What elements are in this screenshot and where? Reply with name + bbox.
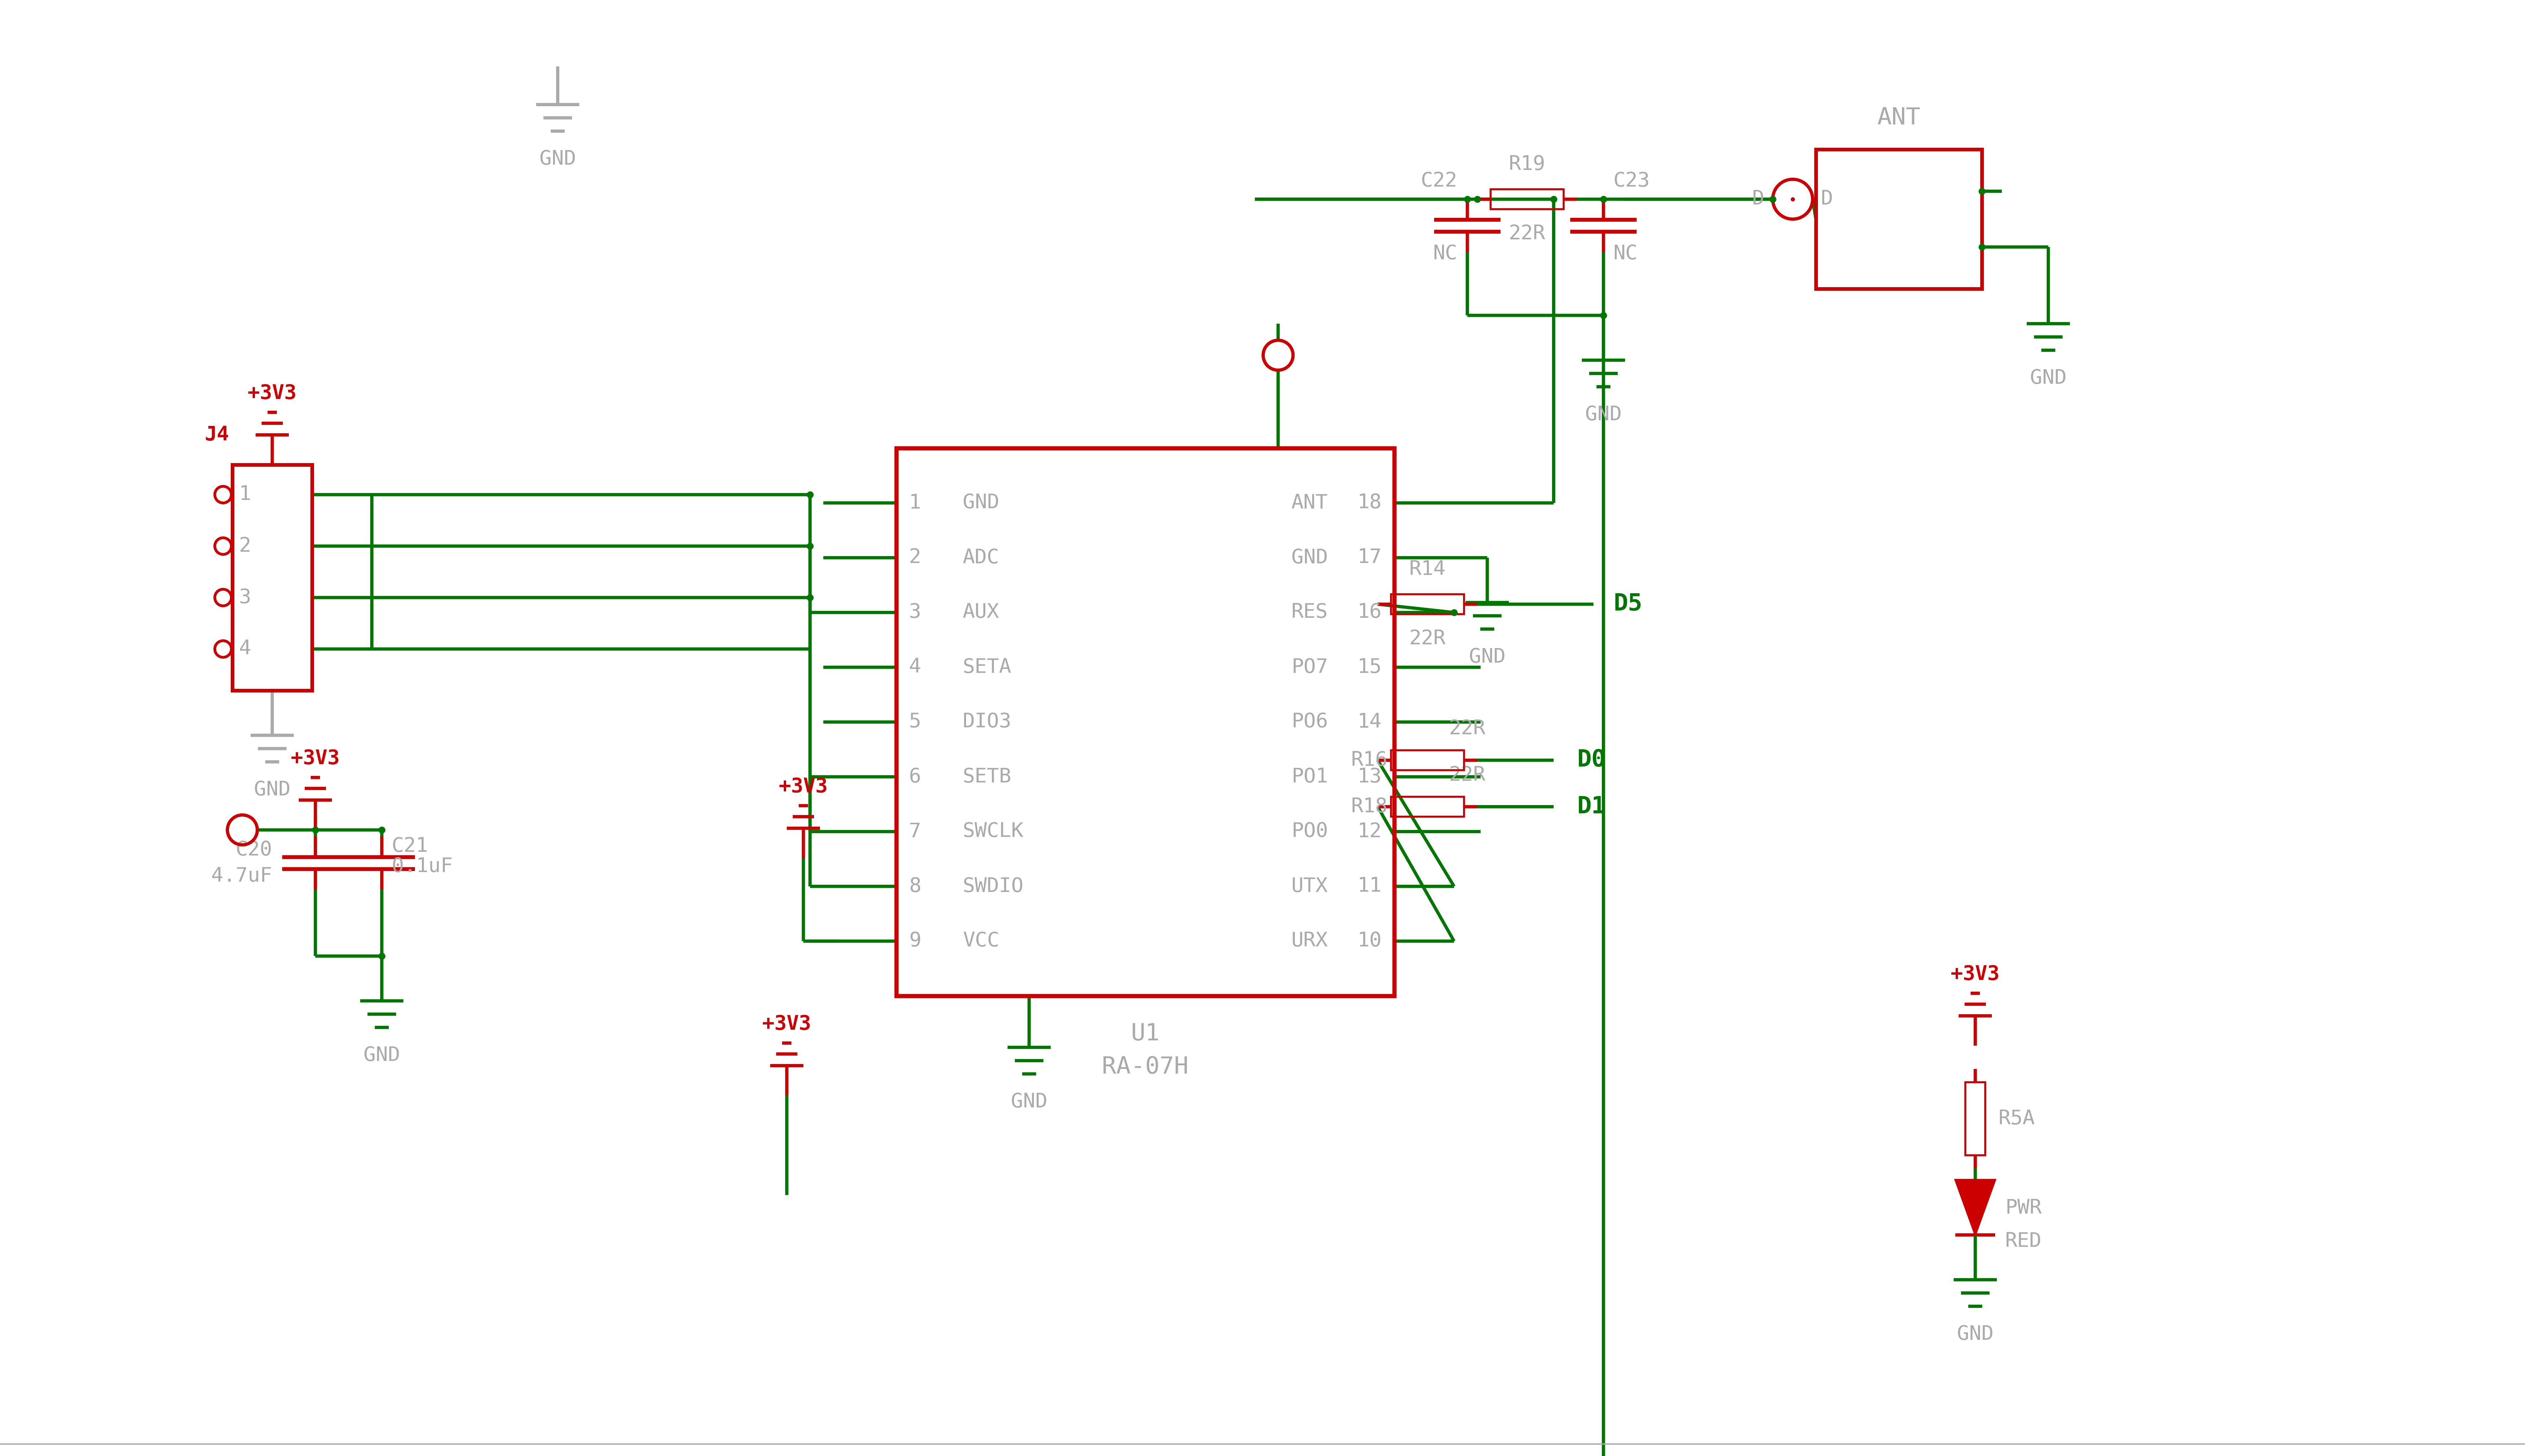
Text: GND: GND xyxy=(1470,648,1505,667)
Text: +3V3: +3V3 xyxy=(780,778,828,796)
Text: R19: R19 xyxy=(1510,154,1545,175)
Text: 4: 4 xyxy=(909,658,922,677)
Text: 1: 1 xyxy=(909,494,922,513)
Bar xyxy=(1964,1082,1985,1155)
Text: GND: GND xyxy=(364,1045,399,1066)
Bar xyxy=(896,448,1394,996)
Text: R5A: R5A xyxy=(1997,1109,2035,1128)
Text: SETB: SETB xyxy=(962,767,1013,786)
Text: +3V3: +3V3 xyxy=(290,748,341,769)
Bar xyxy=(1815,150,1982,288)
Text: 5: 5 xyxy=(909,712,922,732)
Text: DIO3: DIO3 xyxy=(962,712,1013,732)
Text: AUX: AUX xyxy=(962,603,1000,622)
Text: 12: 12 xyxy=(1358,821,1381,842)
Text: GND: GND xyxy=(2030,368,2065,389)
Bar xyxy=(1490,189,1563,210)
Text: GND: GND xyxy=(1010,1092,1048,1112)
Bar xyxy=(1391,594,1464,614)
Text: R14: R14 xyxy=(1409,559,1447,579)
Text: RED: RED xyxy=(2005,1232,2043,1251)
Text: 22R: 22R xyxy=(1409,629,1447,649)
Text: PO1: PO1 xyxy=(1290,767,1328,786)
Text: 4: 4 xyxy=(240,639,250,658)
Text: GND: GND xyxy=(1586,405,1621,425)
Bar xyxy=(1391,750,1464,770)
Text: 1: 1 xyxy=(240,485,250,504)
Text: RA-07H: RA-07H xyxy=(1101,1056,1189,1079)
Text: SWCLK: SWCLK xyxy=(962,821,1023,842)
Text: D1: D1 xyxy=(1578,795,1606,818)
Text: R16: R16 xyxy=(1351,750,1389,770)
Text: NC: NC xyxy=(1434,245,1457,264)
Text: ANT: ANT xyxy=(1876,106,1922,130)
Text: 2: 2 xyxy=(240,536,250,556)
Text: PO0: PO0 xyxy=(1290,821,1328,842)
Text: +3V3: +3V3 xyxy=(247,384,295,403)
Text: SETA: SETA xyxy=(962,658,1013,677)
Text: VCC: VCC xyxy=(962,932,1000,951)
Text: 11: 11 xyxy=(1358,877,1381,895)
Text: GND: GND xyxy=(540,150,576,169)
Text: ADC: ADC xyxy=(962,547,1000,568)
Bar xyxy=(232,464,313,690)
Text: PO7: PO7 xyxy=(1290,658,1328,677)
Text: D: D xyxy=(1821,189,1833,210)
Text: 6: 6 xyxy=(909,767,922,786)
Text: U1: U1 xyxy=(1131,1022,1159,1045)
Text: +3V3: +3V3 xyxy=(1952,965,2000,984)
Text: 13: 13 xyxy=(1358,767,1381,786)
Text: 3: 3 xyxy=(240,588,250,607)
Text: R18: R18 xyxy=(1351,796,1389,817)
Text: PO6: PO6 xyxy=(1290,712,1328,732)
Text: J4: J4 xyxy=(205,425,230,446)
Text: 14: 14 xyxy=(1358,712,1381,732)
Text: URX: URX xyxy=(1290,932,1328,951)
Text: 22R: 22R xyxy=(1449,766,1485,785)
Text: 0.1uF: 0.1uF xyxy=(391,856,452,877)
Text: 2: 2 xyxy=(909,547,922,568)
Text: D: D xyxy=(1752,189,1765,210)
Text: 18: 18 xyxy=(1358,494,1381,513)
Text: ANT: ANT xyxy=(1290,494,1328,513)
Text: 8: 8 xyxy=(909,877,922,895)
Text: RES: RES xyxy=(1290,603,1328,622)
Text: 10: 10 xyxy=(1358,932,1381,951)
Text: D0: D0 xyxy=(1578,748,1606,772)
Text: UTX: UTX xyxy=(1290,877,1328,895)
Polygon shape xyxy=(1954,1179,1995,1235)
Text: D5: D5 xyxy=(1613,593,1641,616)
Bar xyxy=(1391,796,1464,817)
Text: C20: C20 xyxy=(235,840,273,859)
Text: 22R: 22R xyxy=(1449,719,1485,738)
Text: GND: GND xyxy=(1290,547,1328,568)
Text: 15: 15 xyxy=(1358,658,1381,677)
Text: C21: C21 xyxy=(391,837,429,856)
Text: SWDIO: SWDIO xyxy=(962,877,1023,895)
Text: 9: 9 xyxy=(909,932,922,951)
Text: 16: 16 xyxy=(1358,603,1381,622)
Text: C22: C22 xyxy=(1422,172,1457,191)
Text: GND: GND xyxy=(1957,1325,1995,1344)
Text: GND: GND xyxy=(255,780,290,799)
Text: 17: 17 xyxy=(1358,547,1381,568)
Text: +3V3: +3V3 xyxy=(763,1015,811,1034)
Text: 7: 7 xyxy=(909,821,922,842)
Text: C23: C23 xyxy=(1613,172,1649,191)
Text: NC: NC xyxy=(1613,245,1639,264)
Text: 3: 3 xyxy=(909,603,922,622)
Text: 22R: 22R xyxy=(1510,224,1545,243)
Text: 4.7uF: 4.7uF xyxy=(212,866,273,887)
Text: PWR: PWR xyxy=(2005,1198,2043,1219)
Text: GND: GND xyxy=(962,494,1000,513)
